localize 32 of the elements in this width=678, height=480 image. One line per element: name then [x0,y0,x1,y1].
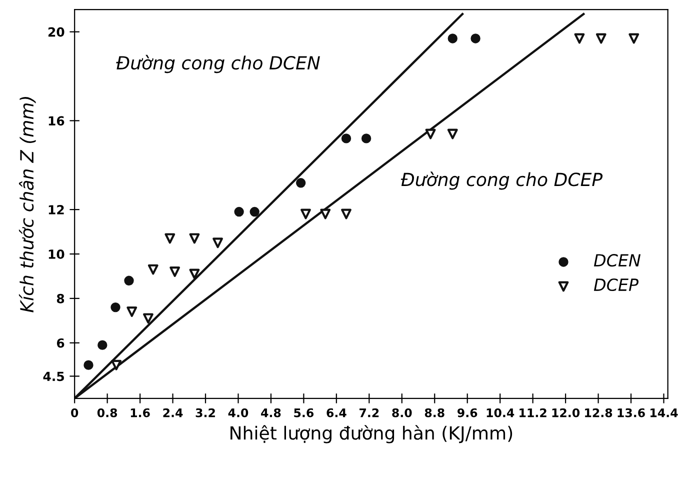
x-tick-label: 10.4 [486,408,514,418]
x-tick-label: 11.2 [520,408,546,418]
y-tick-label: 10 [48,249,64,259]
x-tick-label: 14.4 [650,408,678,418]
y-tick-label: 6 [56,338,64,348]
x-tick-label: 9.6 [458,408,478,418]
x-tick-label: 7.2 [359,408,379,418]
x-tick-label: 5.6 [294,408,314,418]
x-tick-label: 13.6 [618,408,645,418]
y-tick-label: 4.5 [43,372,64,382]
x-tick-label: 3.2 [196,408,215,418]
x-tick-label: 2.4 [163,408,183,418]
x-tick-label: 6.4 [326,408,346,418]
x-tick-label: 1.6 [130,408,150,418]
y-tick-label: 12 [48,205,64,214]
x-tick-label: 12.0 [552,408,580,418]
y-tick-label: 8 [56,294,64,304]
annotation: Đường cong cho DCEP [400,172,603,190]
y-tick-label: 16 [48,116,64,126]
x-tick-label: 4.8 [261,408,281,418]
x-tick-label: 12.8 [585,408,612,418]
legend-label: DCEP [594,278,639,292]
x-tick-label: 8.8 [424,408,444,418]
x-tick-label: 0 [71,408,78,418]
y-axis-title: Kích thước chân Z (mm) [18,97,36,312]
annotation: Đường cong cho DCEN [116,54,320,74]
x-axis-title: Nhiệt lượng đường hàn (KJ/mm) [230,425,512,444]
legend-label: DCEN [594,254,641,267]
x-tick-label: 4.0 [228,408,248,418]
x-tick-label: 0.8 [97,408,118,418]
x-tick-label: 8.0 [392,408,412,418]
y-tick-label: 20 [48,27,64,37]
